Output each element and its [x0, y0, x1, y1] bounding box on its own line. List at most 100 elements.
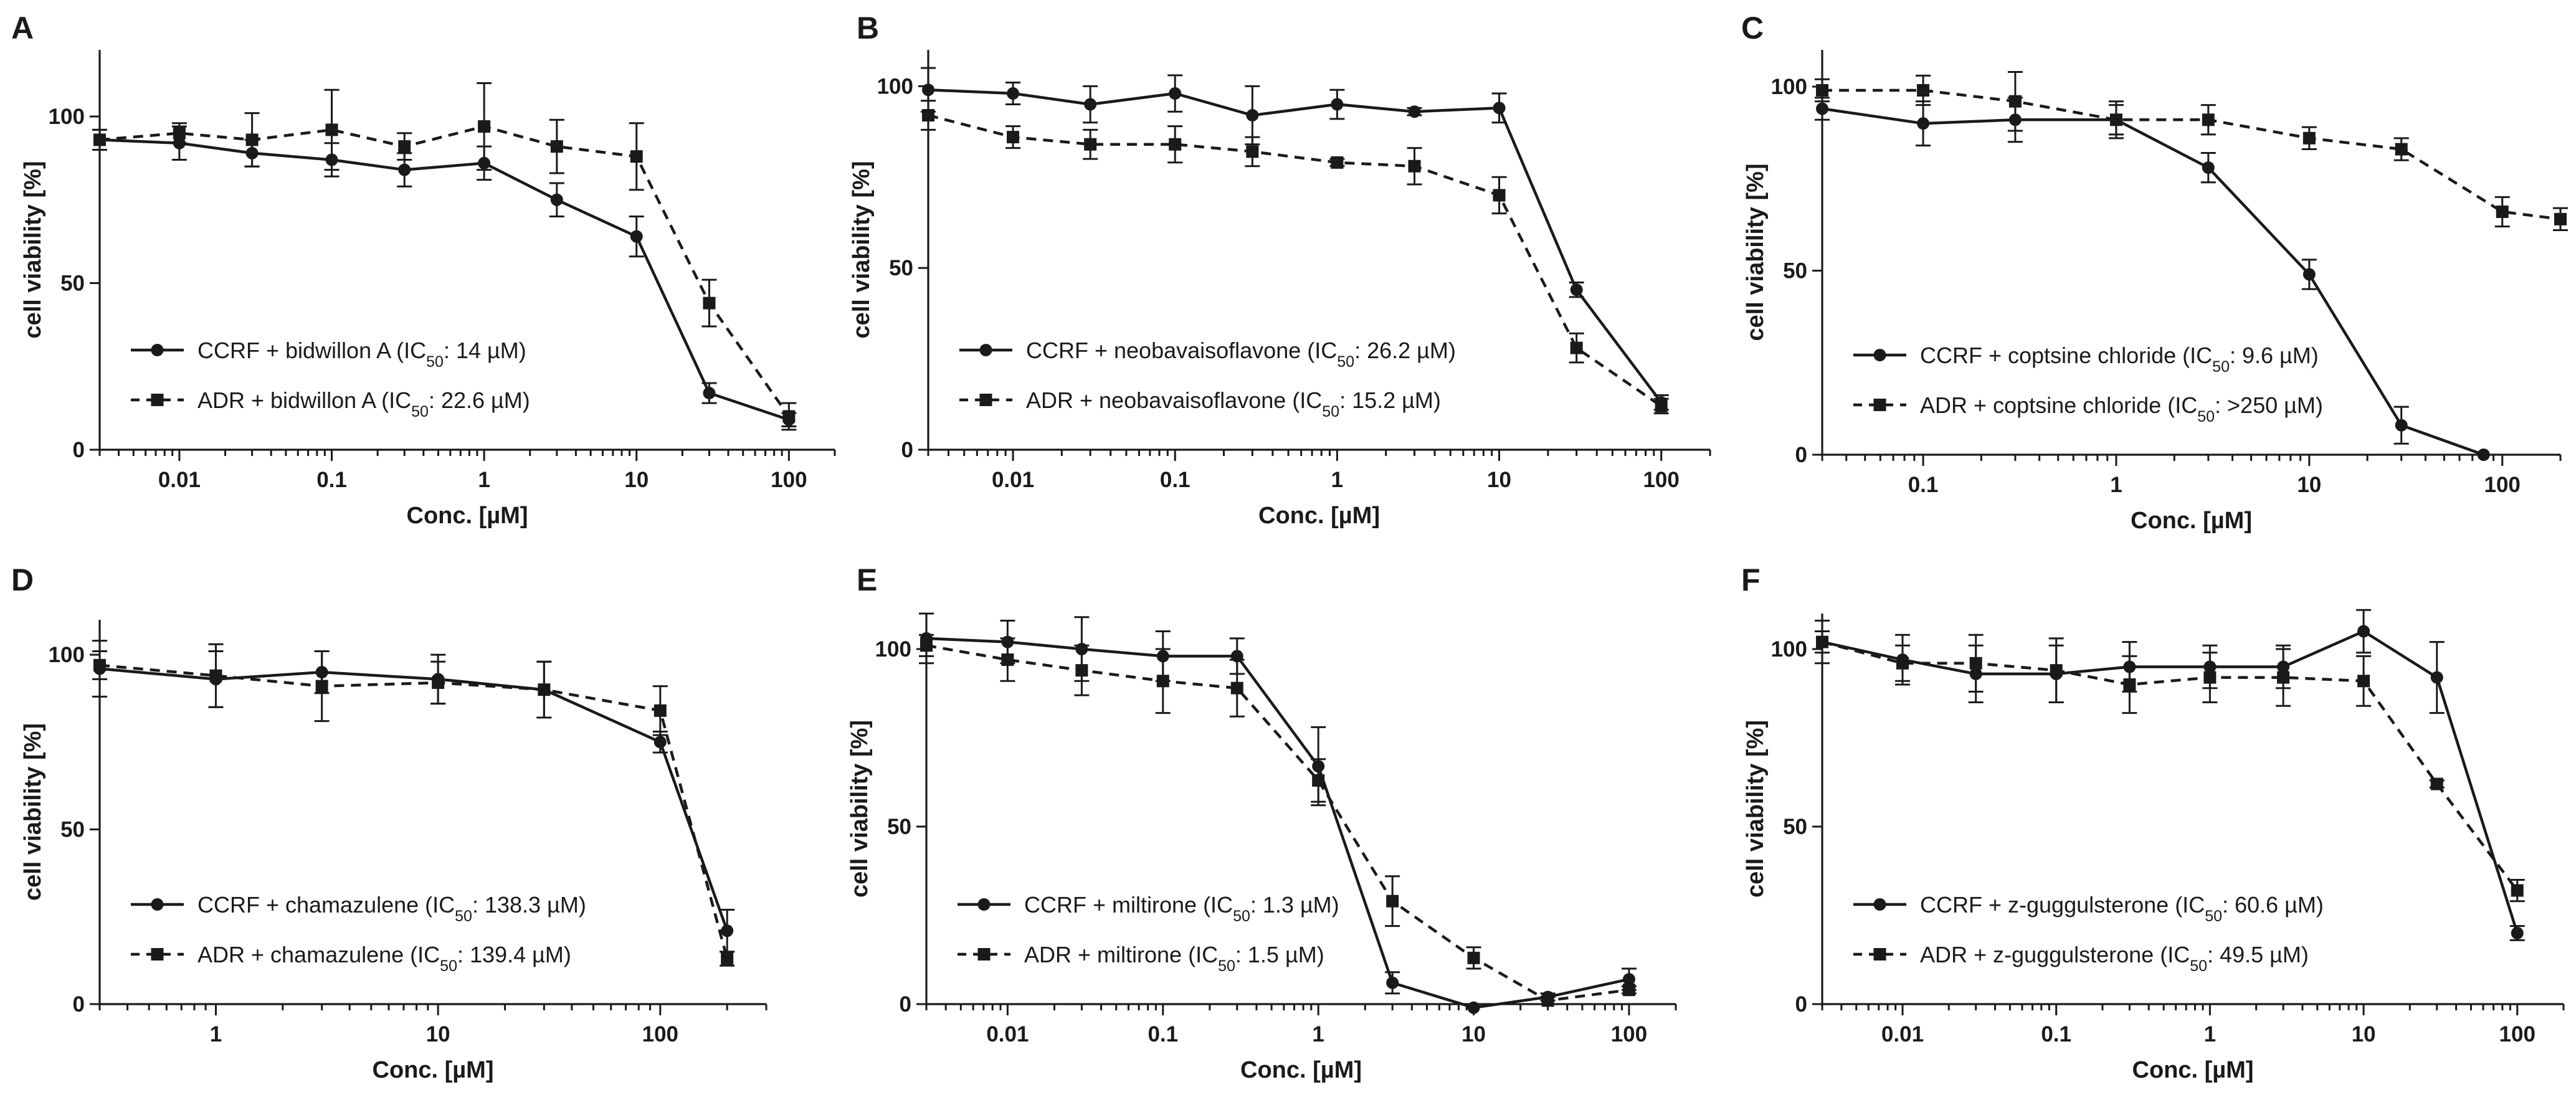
data-point [1386, 976, 1399, 989]
legend-paren: (IC [1301, 338, 1337, 363]
legend-marker [1873, 898, 1886, 911]
data-point [1570, 341, 1583, 354]
series-line [1822, 630, 2519, 934]
y-tick-label: 50 [889, 256, 913, 280]
chart-panel-f: F 0 50 100 0.01 0.1 1 10 100 Conc. [µM] cell viabi… [1741, 562, 2565, 1083]
x-tick-label: 100 [771, 468, 807, 492]
y-tick-label: 50 [887, 815, 911, 839]
legend-colon: : [2230, 343, 2242, 368]
series-line [1822, 640, 2519, 891]
legend-label: CCRF + chamazulene (IC50: 138.3 µM) [197, 892, 586, 925]
x-tick-label: 1 [1331, 468, 1343, 492]
data-point [1001, 653, 1014, 666]
legend-close: ) [1433, 387, 1441, 413]
chart-panel-e: E 0 50 100 0.01 0.1 1 10 100 Conc. [µM] cell viabi… [847, 562, 1677, 1083]
data-point [2554, 212, 2567, 225]
legend-label: ADR + neobavaisoflavone (IC50: 15.2 µM) [1026, 387, 1441, 420]
legend-subscript: 50 [426, 353, 444, 371]
legend-colon: : [1354, 338, 1367, 363]
legend-colon: : [1250, 892, 1263, 918]
legend-close: ) [2316, 392, 2323, 418]
data-point [2357, 625, 2370, 638]
legend-subscript: 50 [455, 908, 472, 925]
legend-marker [1873, 948, 1886, 961]
data-point [93, 133, 106, 146]
legend-entry: CCRF + neobavaisoflavone (IC50: 26.2 µM) [959, 338, 1456, 371]
x-tick-label: 10 [1461, 1022, 1486, 1046]
x-tick-label: 0.1 [1148, 1022, 1178, 1046]
y-tick-label: 50 [1783, 259, 1807, 283]
data-point [1622, 984, 1635, 997]
data-point [2430, 671, 2443, 684]
x-tick-label: 10 [426, 1022, 450, 1046]
x-tick-label: 1 [210, 1022, 222, 1046]
legend-paren: (IC [1182, 942, 1218, 967]
series-adr [92, 82, 797, 431]
data-point [2511, 927, 2524, 939]
legend-entry: ADR + bidwillon A (IC50: 22.6 µM) [131, 387, 530, 420]
series-adr [92, 643, 735, 967]
data-point [2303, 268, 2316, 281]
legend-entry: ADR + miltirone (IC50: 1.5 µM) [958, 942, 1324, 975]
data-point [721, 952, 734, 965]
data-point [922, 83, 934, 97]
data-point [2008, 95, 2022, 108]
data-point [1075, 664, 1088, 677]
data-point [1169, 138, 1182, 151]
x-tick-label: 10 [2352, 1022, 2376, 1046]
legend-label: ADR + miltirone (IC50: 1.5 µM) [1024, 942, 1324, 975]
legend-paren: (IC [2154, 942, 2190, 967]
legend-marker [151, 948, 164, 961]
legend-close: ) [523, 387, 530, 413]
series-line [1822, 88, 2561, 221]
legend-label: ADR + coptsine chloride (IC50: >250 µM) [1920, 392, 2323, 425]
data-point [538, 683, 551, 696]
data-point [1622, 973, 1635, 986]
data-point [1246, 145, 1259, 158]
data-point [2511, 884, 2524, 897]
data-point [2109, 113, 2122, 126]
legend-marker [1873, 349, 1886, 361]
series-adr [919, 633, 1637, 1007]
data-point [1408, 105, 1421, 118]
data-point [2050, 664, 2063, 677]
data-point [1917, 84, 1930, 97]
legend-ic50-value: 14 µM [456, 338, 519, 363]
series-ccrf [921, 67, 1669, 411]
x-axis-title: Conc. [µM] [373, 1057, 494, 1083]
data-point [1084, 138, 1097, 151]
legend-paren: (IC [1286, 387, 1322, 413]
x-tick-label: 0.01 [1881, 1022, 1924, 1046]
x-tick-label: 10 [1487, 468, 1511, 492]
legend-marker [1873, 399, 1886, 411]
legend-ic50-value: >250 µM [2227, 392, 2316, 418]
legend-label: CCRF + neobavaisoflavone (IC50: 26.2 µM) [1026, 338, 1456, 371]
legend-marker [151, 344, 164, 356]
legend-ic50-value: 1.5 µM [1248, 942, 1317, 967]
legend-ic50-value: 22.6 µM [441, 387, 523, 413]
y-tick-label: 50 [1783, 815, 1807, 839]
legend-colon: : [1339, 387, 1352, 413]
y-tick-label: 100 [1771, 637, 1807, 662]
legend-label: CCRF + miltirone (IC50: 1.3 µM) [1024, 892, 1339, 925]
data-point [2203, 671, 2217, 684]
series-line [99, 138, 790, 422]
data-point [478, 120, 491, 133]
series-line [926, 644, 1630, 1002]
legend-series-name: CCRF + miltirone [1024, 892, 1197, 918]
legend-subscript: 50 [1322, 403, 1339, 420]
data-point [325, 123, 338, 136]
legend-close: ) [519, 338, 526, 363]
x-tick-label: 100 [1643, 468, 1679, 492]
legend-ic50-value: 9.6 µM [2242, 343, 2311, 368]
legend-ic50-value: 139.4 µM [470, 942, 564, 967]
data-point [209, 669, 222, 682]
x-tick-label: 0.1 [316, 468, 347, 492]
legend-paren: (IC [2169, 892, 2205, 918]
legend-ic50-value: 138.3 µM [485, 892, 579, 918]
x-tick-label: 100 [642, 1022, 678, 1046]
x-tick-label: 1 [2110, 473, 2122, 497]
data-point [1084, 98, 1097, 111]
series-adr [1815, 70, 2568, 232]
